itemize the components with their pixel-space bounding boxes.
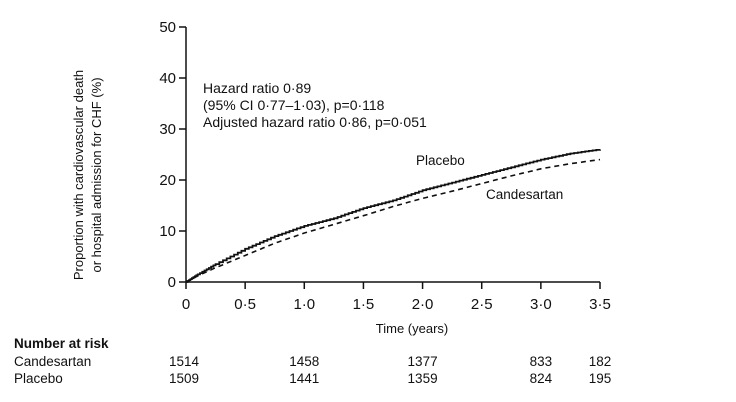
annotation-ci: (95% CI 0·77–1·03), p=0·118: [203, 97, 385, 113]
risk-value: 824: [530, 371, 553, 386]
x-tick-label: 1·5: [353, 296, 375, 313]
y-axis: 0 10 20 30 40 50: [159, 19, 187, 291]
y-tick-label: 30: [159, 121, 176, 138]
x-tick-label: 3·5: [589, 296, 611, 313]
y-tick-label: 40: [159, 70, 176, 87]
risk-table-title: Number at risk: [14, 336, 109, 351]
series-label-candesartan: Candesartan: [486, 187, 563, 202]
x-axis: 0 0·5 1·0 1·5 2·0 2·5 3·0 3·5: [182, 281, 611, 313]
y-tick-label: 0: [168, 274, 176, 291]
x-axis-title: Time (years): [376, 321, 448, 336]
series-label-placebo: Placebo: [416, 153, 465, 168]
risk-row-label: Candesartan: [14, 354, 91, 369]
x-tick-label: 3·0: [530, 296, 552, 313]
risk-value: 1509: [169, 371, 199, 386]
annotation-adjusted-hr: Adjusted hazard ratio 0·86, p=0·051: [203, 114, 427, 130]
risk-table: Candesartan 1514 1458 1377 833 182 Placebo 1509…: [14, 354, 611, 386]
x-tick-label: 0: [182, 296, 190, 313]
risk-value: 1514: [169, 354, 200, 369]
x-tick-label: 2·0: [412, 296, 434, 313]
y-tick-label: 10: [159, 223, 176, 240]
x-tick-label: 2·5: [471, 296, 493, 313]
risk-value: 1458: [289, 354, 319, 369]
risk-value: 195: [589, 371, 612, 386]
risk-value: 182: [589, 354, 612, 369]
series-line-candesartan: [185, 158, 601, 283]
y-tick-label: 50: [159, 19, 176, 36]
annotation-hazard-ratio: Hazard ratio 0·89: [203, 80, 311, 96]
risk-value: 833: [530, 354, 553, 369]
y-axis-title-line-2: or hospital admission for CHF (%): [89, 77, 104, 272]
risk-row-label: Placebo: [14, 371, 63, 386]
risk-value: 1377: [408, 354, 438, 369]
x-tick-label: 0·5: [234, 296, 256, 313]
risk-value: 1359: [408, 371, 438, 386]
series-line-placebo: [186, 149, 601, 283]
series-layer: [185, 149, 601, 283]
y-tick-label: 20: [159, 172, 176, 189]
y-axis-title-line-1: Proportion with cardiovascular death: [71, 70, 86, 280]
x-tick-label: 1·0: [293, 296, 315, 313]
risk-value: 1441: [289, 371, 319, 386]
